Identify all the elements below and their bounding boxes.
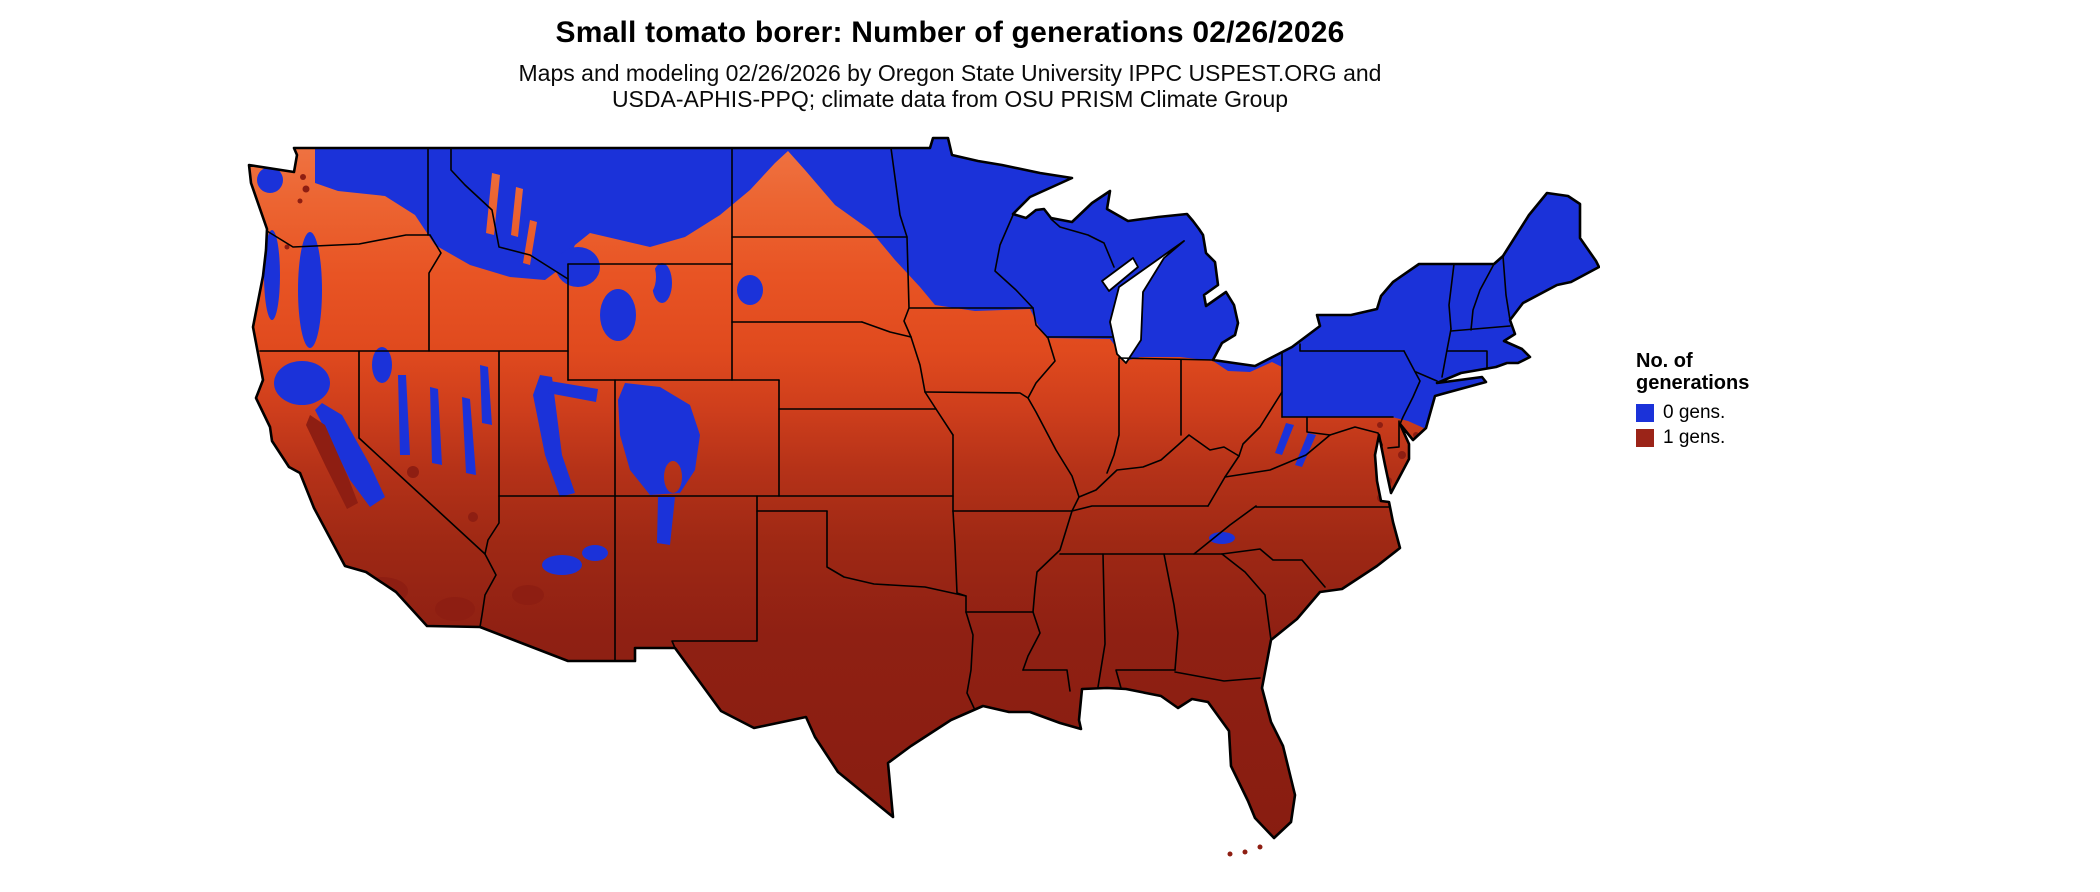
florida-keys: [1227, 844, 1263, 857]
legend-label-1-gens: 1 gens.: [1663, 427, 1726, 448]
one-generation-valley-patches: [486, 173, 682, 493]
map-title: Small tomato borer: Number of generation…: [555, 16, 1345, 49]
us-generations-map: [230, 125, 1601, 875]
us-map-svg: [247, 136, 1601, 857]
legend-swatch-1-gens: [1636, 429, 1654, 447]
map-legend: No. of generations 0 gens. 1 gens.: [1636, 350, 1749, 453]
legend-title-line-1: No. of: [1636, 350, 1693, 372]
subtitle-line-1: Maps and modeling 02/26/2026 by Oregon S…: [518, 60, 1382, 86]
map-subtitle: Maps and modeling 02/26/2026 by Oregon S…: [0, 60, 1900, 112]
legend-label-0-gens: 0 gens.: [1663, 402, 1726, 423]
legend-item-0-gens: 0 gens.: [1636, 403, 1749, 423]
us-coastline-outline: [247, 136, 1601, 840]
legend-title: No. of generations: [1636, 350, 1749, 394]
subtitle-line-2: USDA-APHIS-PPQ; climate data from OSU PR…: [611, 86, 1289, 112]
state-borders: [259, 147, 1511, 709]
legend-item-1-gens: 1 gens.: [1636, 428, 1749, 448]
legend-title-line-2: generations: [1636, 372, 1750, 394]
legend-swatch-0-gens: [1636, 404, 1654, 422]
